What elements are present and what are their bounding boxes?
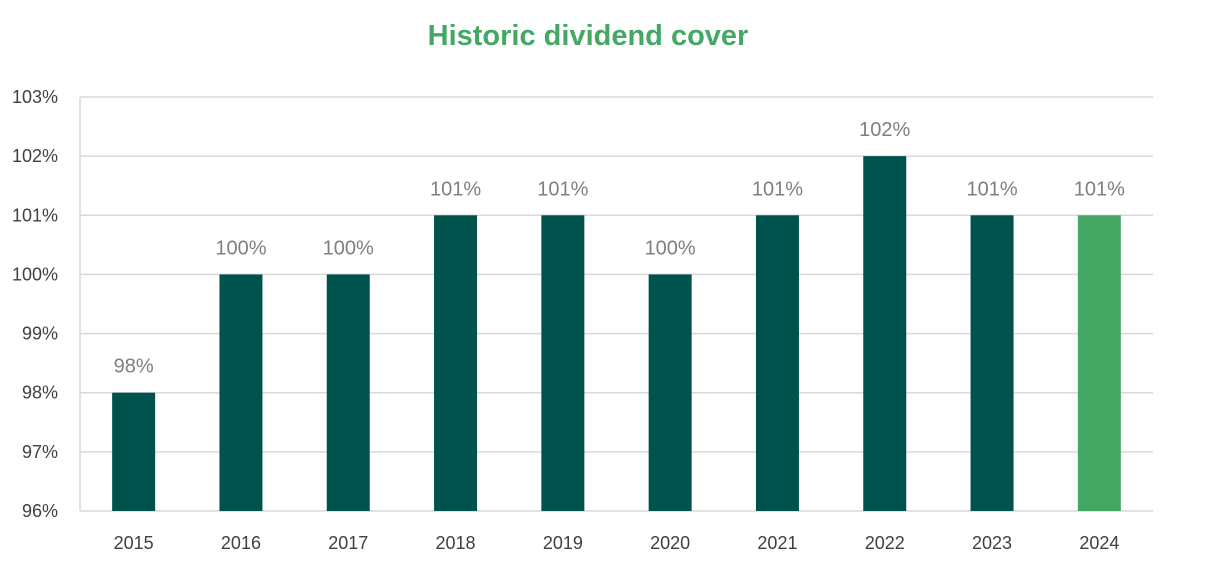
y-tick-label: 101% — [12, 205, 58, 225]
x-tick-label-2017: 2017 — [328, 533, 368, 553]
data-label-2017: 100% — [323, 237, 374, 259]
data-label-2019: 101% — [537, 178, 588, 200]
bar-2019 — [541, 215, 585, 512]
x-tick-label-2019: 2019 — [543, 533, 583, 553]
y-tick-label: 103% — [12, 87, 58, 107]
data-label-2021: 101% — [752, 178, 803, 200]
bar-2024 — [1077, 215, 1121, 512]
bar-2018 — [434, 215, 478, 512]
y-tick-label: 98% — [22, 383, 58, 403]
x-tick-label-2023: 2023 — [972, 533, 1012, 553]
labels: 98% 100% 100% 101% 101% 100% 101% 102% 101% 101% — [114, 119, 1126, 378]
y-tick-label: 96% — [22, 501, 58, 521]
bar-2020 — [648, 274, 692, 511]
data-label-2015: 98% — [114, 356, 154, 378]
y-tick-label: 97% — [22, 442, 58, 462]
chart-title: Historic dividend cover — [427, 20, 749, 52]
bar-2017 — [326, 274, 370, 511]
data-label-2022: 102% — [859, 119, 910, 141]
bars — [112, 156, 1121, 512]
x-tick-label-2024: 2024 — [1079, 533, 1119, 553]
axes: 96% 97% 98% 99% 100% 101% 102% 103% 2015 2016 2017… — [12, 87, 1119, 553]
data-label-2024: 101% — [1074, 178, 1125, 200]
x-tick-label-2020: 2020 — [650, 533, 690, 553]
data-label-2018: 101% — [430, 178, 481, 200]
x-tick-label-2018: 2018 — [436, 533, 476, 553]
data-label-2023: 101% — [966, 178, 1017, 200]
data-label-2016: 100% — [215, 237, 266, 259]
bar-2015 — [112, 392, 156, 511]
y-tick-label: 99% — [22, 324, 58, 344]
y-tick-label: 100% — [12, 264, 58, 284]
data-label-2020: 100% — [645, 237, 696, 259]
bar-2016 — [219, 274, 263, 511]
x-tick-label-2021: 2021 — [757, 533, 797, 553]
x-tick-label-2022: 2022 — [865, 533, 905, 553]
x-tick-label-2015: 2015 — [114, 533, 154, 553]
bar-2023 — [970, 215, 1014, 512]
y-tick-label: 102% — [12, 146, 58, 166]
bar-2022 — [863, 156, 907, 511]
x-tick-label-2016: 2016 — [221, 533, 261, 553]
bar-2021 — [755, 215, 799, 512]
